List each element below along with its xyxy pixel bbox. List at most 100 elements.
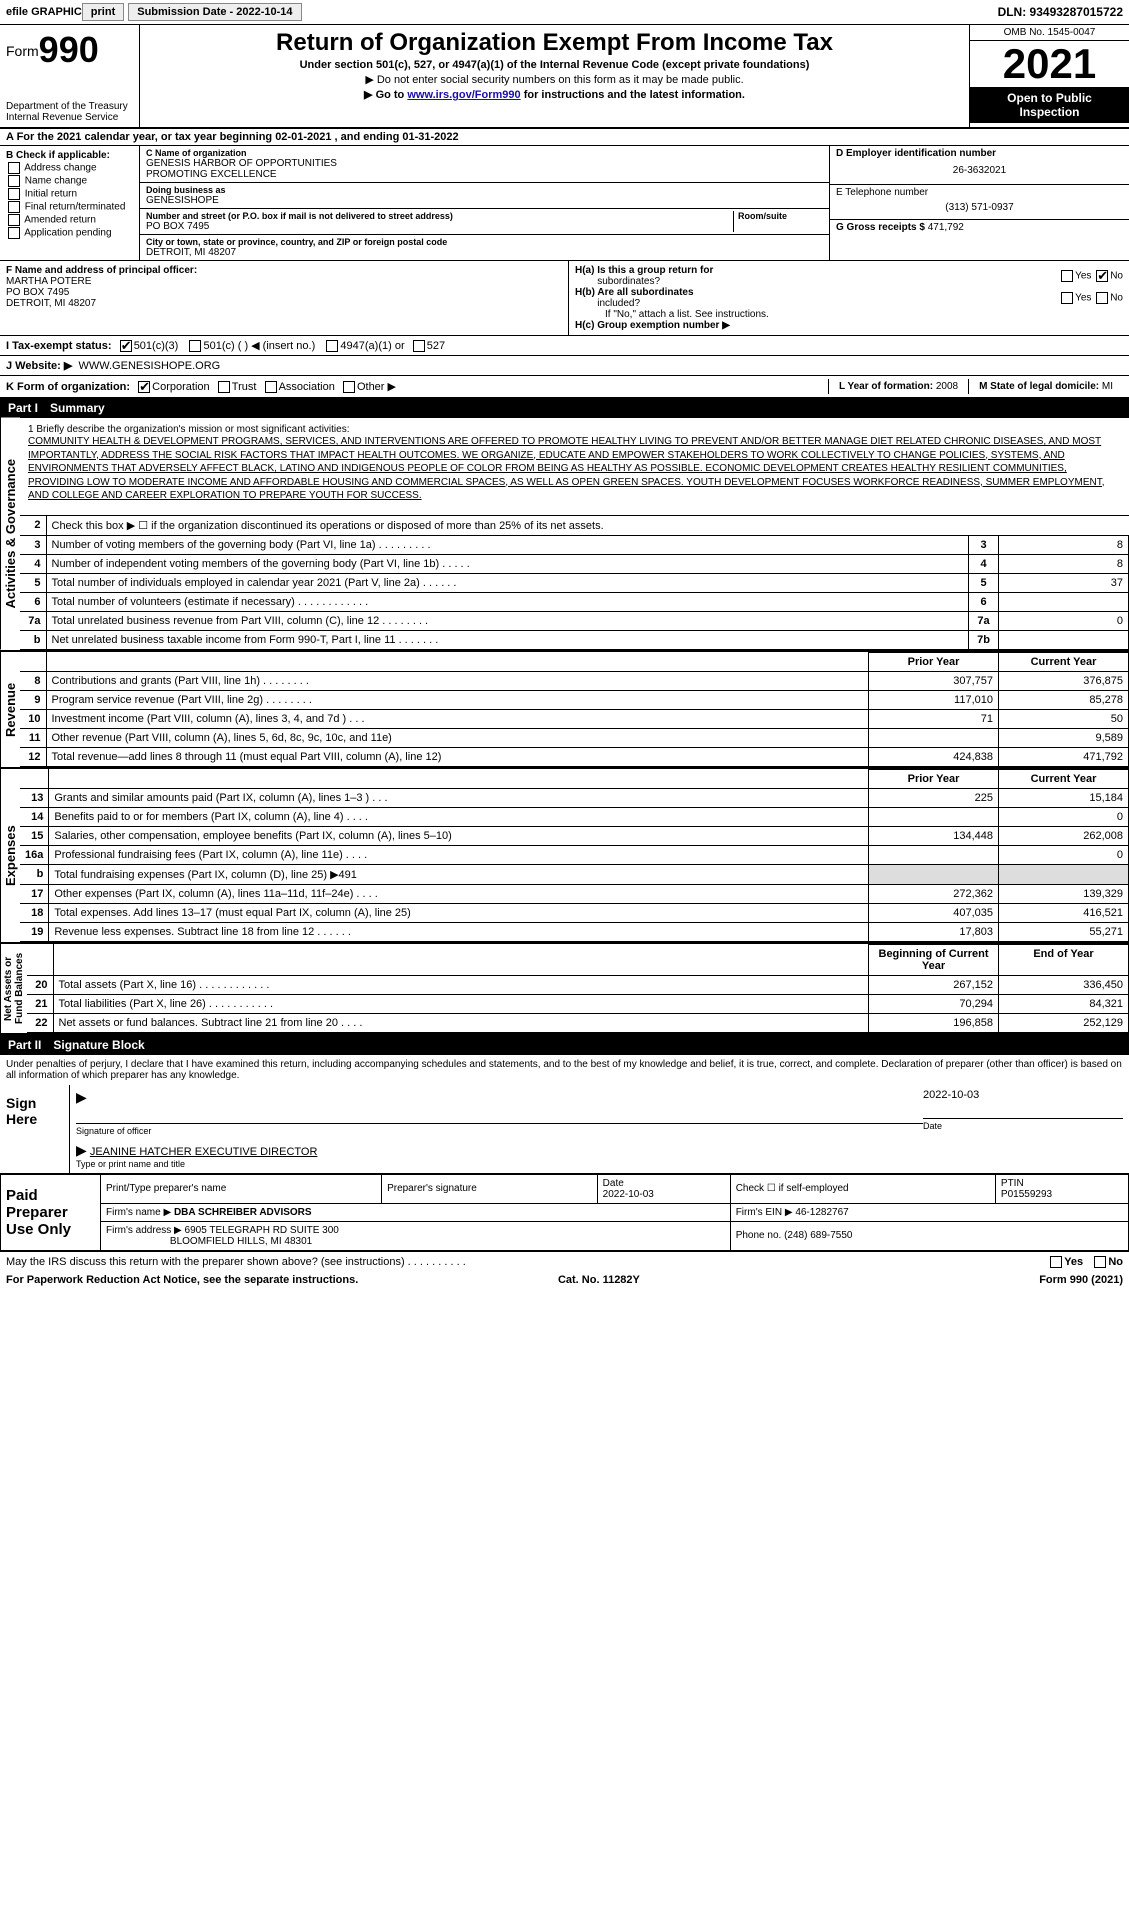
opt-assoc: Association: [279, 381, 335, 393]
cb-4947[interactable]: [326, 340, 338, 352]
arrow-icon: ▶: [76, 1089, 87, 1105]
g-label: G Gross receipts $: [836, 222, 925, 233]
ha-sub: subordinates?: [597, 276, 660, 287]
hb-yes-cb[interactable]: [1061, 292, 1073, 304]
officer-signature-line[interactable]: [76, 1106, 923, 1124]
phone-val: (313) 571-0937: [836, 198, 1123, 217]
inspect-line1: Open to Public: [972, 91, 1127, 105]
k-label: K Form of organization:: [6, 381, 130, 393]
hb-note: If "No," attach a list. See instructions…: [575, 309, 1123, 320]
table-row: 8Contributions and grants (Part VIII, li…: [20, 671, 1129, 690]
table-row: 9Program service revenue (Part VIII, lin…: [20, 690, 1129, 709]
cb-amended-return[interactable]: Amended return: [6, 214, 133, 226]
cb-trust[interactable]: [218, 381, 230, 393]
hb-yes: Yes: [1075, 293, 1091, 304]
cb-501c3[interactable]: [120, 340, 132, 352]
table-row: bTotal fundraising expenses (Part IX, co…: [20, 864, 1129, 884]
cb-final-return[interactable]: Final return/terminated: [6, 201, 133, 213]
cell-city: City or town, state or province, country…: [140, 235, 829, 260]
cb-corp[interactable]: [138, 381, 150, 393]
table-row: 3Number of voting members of the governi…: [20, 535, 1129, 554]
cb-assoc[interactable]: [265, 381, 277, 393]
firm-name-cell: Firm's name ▶ DBA SCHREIBER ADVISORS: [101, 1203, 731, 1221]
sig-date-val: 2022-10-03: [923, 1089, 1123, 1101]
firm-phone-cell: Phone no. (248) 689-7550: [730, 1221, 1128, 1250]
inspect-line2: Inspection: [972, 105, 1127, 119]
revenue-vert-label: Revenue: [0, 652, 20, 767]
opt-501c3: 501(c)(3): [134, 340, 179, 352]
officer-name-caption: Type or print name and title: [76, 1159, 1123, 1169]
group-return-block: H(a) Is this a group return for subordin…: [569, 261, 1129, 335]
addr-label: Number and street (or P.O. box if mail i…: [146, 211, 733, 221]
net-vert-label: Net Assets or Fund Balances: [0, 944, 27, 1033]
principal-officer: F Name and address of principal officer:…: [0, 261, 569, 335]
irs-link[interactable]: www.irs.gov/Form990: [407, 89, 520, 101]
gross-val: 471,792: [928, 222, 964, 233]
ha-no-cb[interactable]: [1096, 270, 1108, 282]
cb-other[interactable]: [343, 381, 355, 393]
discuss-yes-cb[interactable]: [1050, 1256, 1062, 1268]
cb-501c[interactable]: [189, 340, 201, 352]
col-b-title: B Check if applicable:: [6, 150, 110, 161]
dept-treasury: Department of the Treasury: [6, 101, 133, 112]
firm-addr-cell: Firm's address ▶ 6905 TELEGRAPH RD SUITE…: [101, 1221, 731, 1250]
mission-block: 1 Briefly describe the organization's mi…: [20, 418, 1129, 515]
cb-527[interactable]: [413, 340, 425, 352]
paid-preparer-table: Paid Preparer Use Only Print/Type prepar…: [0, 1174, 1129, 1251]
bottom-line: For Paperwork Reduction Act Notice, see …: [0, 1272, 1129, 1288]
cb-application-pending[interactable]: Application pending: [6, 227, 133, 239]
prep-name-hdr: Print/Type preparer's name: [101, 1174, 382, 1203]
hc-label: H(c) Group exemption number ▶: [575, 320, 730, 331]
i-label: I Tax-exempt status:: [6, 340, 112, 352]
expenses-table: Prior YearCurrent Year13Grants and simil…: [20, 769, 1129, 942]
year-formation: L Year of formation: 2008: [828, 379, 968, 394]
omb-number: OMB No. 1545-0047: [970, 25, 1129, 41]
header-title-block: Return of Organization Exempt From Incom…: [140, 25, 969, 127]
section-activities: Activities & Governance 1 Briefly descri…: [0, 418, 1129, 652]
form-number: Form990: [6, 29, 133, 71]
cb-name-change[interactable]: Name change: [6, 175, 133, 187]
officer-addr1: PO BOX 7495: [6, 287, 69, 298]
ha-label: H(a) Is this a group return for: [575, 265, 713, 276]
discuss-row: May the IRS discuss this return with the…: [0, 1251, 1129, 1272]
discuss-text: May the IRS discuss this return with the…: [6, 1256, 466, 1268]
table-row: 18Total expenses. Add lines 13–17 (must …: [20, 903, 1129, 922]
row-k-form-org: K Form of organization: Corporation Trus…: [0, 376, 1129, 398]
table-row: 19Revenue less expenses. Subtract line 1…: [20, 922, 1129, 941]
table-header: Beginning of Current YearEnd of Year: [27, 944, 1129, 975]
f-label: F Name and address of principal officer:: [6, 265, 197, 276]
form-subtitle-2: ▶ Do not enter social security numbers o…: [148, 73, 961, 86]
row-f-h: F Name and address of principal officer:…: [0, 261, 1129, 336]
header-left: Form990 Department of the Treasury Inter…: [0, 25, 140, 127]
print-button[interactable]: print: [82, 3, 124, 21]
identity-block: B Check if applicable: Address change Na…: [0, 146, 1129, 261]
cb-address-change[interactable]: Address change: [6, 162, 133, 174]
table-row: 13Grants and similar amounts paid (Part …: [20, 788, 1129, 807]
ha-yes-cb[interactable]: [1061, 270, 1073, 282]
discuss-no-cb[interactable]: [1094, 1256, 1106, 1268]
public-inspection: Open to Public Inspection: [970, 87, 1129, 123]
table-row: 4Number of independent voting members of…: [20, 554, 1129, 573]
hb-no-cb[interactable]: [1096, 292, 1108, 304]
table-row: 10Investment income (Part VIII, column (…: [20, 709, 1129, 728]
dba-val: GENESISHOPE: [146, 195, 823, 206]
signature-block: Under penalties of perjury, I declare th…: [0, 1055, 1129, 1288]
dln-label: DLN: 93493287015722: [998, 5, 1123, 19]
table-row: 12Total revenue—add lines 8 through 11 (…: [20, 747, 1129, 766]
table-row: 6Total number of volunteers (estimate if…: [20, 592, 1129, 611]
goto-suffix: for instructions and the latest informat…: [521, 89, 745, 101]
officer-name-val: JEANINE HATCHER EXECUTIVE DIRECTOR: [90, 1146, 318, 1158]
discuss-yes: Yes: [1064, 1256, 1083, 1268]
room-label: Room/suite: [738, 211, 823, 221]
opt-corp: Corporation: [152, 381, 209, 393]
expenses-vert-label: Expenses: [0, 769, 20, 942]
net-table: Beginning of Current YearEnd of Year20To…: [27, 944, 1129, 1033]
revenue-table: Prior YearCurrent Year8Contributions and…: [20, 652, 1129, 767]
prep-selfemp: Check ☐ if self-employed: [730, 1174, 995, 1203]
mission-label: 1 Briefly describe the organization's mi…: [28, 424, 1121, 435]
part1-num: Part I: [8, 401, 50, 415]
sign-here-row: Sign Here ▶ Signature of officer 2022-10…: [0, 1085, 1129, 1174]
cb-initial-return[interactable]: Initial return: [6, 188, 133, 200]
part2-title: Signature Block: [53, 1038, 144, 1052]
prep-date: Date2022-10-03: [597, 1174, 730, 1203]
